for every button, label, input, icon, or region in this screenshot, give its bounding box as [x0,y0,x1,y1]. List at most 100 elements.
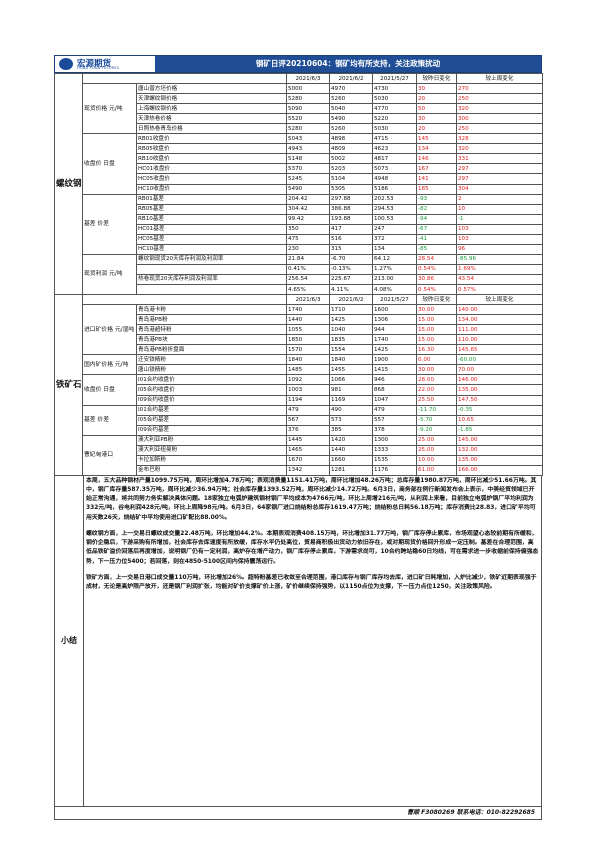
change-cell: 300 [456,113,543,125]
value-cell: 4770 [372,103,417,115]
value-cell: 1465 [286,444,330,456]
value-cell: 479 [286,404,330,416]
value-cell: 5090 [286,103,330,115]
value-cell: 21.84 [286,253,330,265]
table-header-row: 铁矿石 2021/6/3 2021/6/2 2021/5/27 较昨日变化 较上周变化 [54,294,543,476]
value-cell: 1.27% [372,263,417,275]
column-header: 2021/6/3 [286,294,330,306]
column-header: 2021/5/27 [372,72,417,85]
row-label: 青岛港卡粉 [136,304,287,316]
value-cell: 1850 [286,334,330,346]
value-cell: 1554 [329,344,373,356]
table-row: 基差 价差 I01合约基差 479 490 479 -11.70 -0.35 [55,404,543,436]
value-cell: 5490 [329,113,373,125]
change-cell: 0.57% [456,283,543,296]
value-cell: 5305 [329,183,373,195]
row-label: 螺纹钢现货20天库存利润及利润率 [136,253,287,265]
change-cell: 147.50 [456,394,543,406]
table-row: 唐山铁精粉 1485 1455 1415 30.00 70.00 [55,364,543,376]
value-cell: 868 [372,384,417,396]
change-cell: 61.00 [416,464,457,476]
value-cell: 1440 [286,314,330,326]
row-label: 青岛港超特粉 [136,324,287,336]
summary-section: 小结 本周，五大品种钢材产量1099.75万吨，周环比增加4.78万吨；表观消费… [54,475,542,807]
value-cell: 4.11% [329,283,373,296]
value-cell: 230 [286,243,330,255]
group-label: 收盘价 日盘 [82,374,137,406]
table-row: 热卷现货20天库存利润及利润率 256.54 225.67 213.00 30.86 43… [55,273,543,285]
value-cell: 1600 [372,304,417,316]
value-cell: 1306 [372,314,417,326]
column-header: 2021/6/2 [329,294,373,306]
value-cell: 479 [372,404,417,416]
summary-paragraph: 本周，五大品种钢材产量1099.75万吨，周环比增加4.78万吨；表观消费量11… [86,477,537,521]
value-cell: -6.70 [329,253,373,265]
value-cell: 5104 [329,173,373,185]
change-cell: 0.00 [416,354,457,366]
value-cell: 1570 [286,344,330,356]
change-cell: 270 [456,83,543,95]
row-label: 卡拉加斯粉 [136,454,287,466]
change-cell: 145.00 [456,434,543,446]
change-cell: 20 [416,123,457,135]
change-cell: 135.00 [456,454,543,466]
change-cell: 132.00 [456,444,543,456]
value-cell: 1485 [286,364,330,376]
value-cell: 5490 [286,183,330,195]
change-cell: 304 [456,183,543,195]
row-label: 金布巴粉 [136,464,287,476]
row-label: 日照热卷青岛价格 [136,123,287,135]
logo-icon [59,58,73,70]
value-cell: 1176 [372,464,417,476]
change-cell: 30 [416,113,457,125]
value-cell: 4948 [372,173,417,185]
row-label: HC10基差 [136,243,287,255]
value-cell: 225.67 [329,273,373,285]
row-label: RB05收盘价 [136,143,287,155]
change-cell: 297 [456,173,543,185]
change-cell: 43.54 [456,273,543,285]
change-cell: -41 [416,233,457,245]
group-label: 基差 价差 [82,193,137,255]
row-label: I09合约基差 [136,424,287,436]
value-cell: 4.65% [286,283,330,296]
section-label: 螺纹钢 [54,72,83,296]
value-cell: 294.53 [372,203,417,215]
value-cell: 99.42 [286,213,330,225]
change-cell: 96 [456,243,543,255]
value-cell: 1055 [286,324,330,336]
value-cell: 5073 [372,163,417,175]
row-label: 热卷现货20天库存利润及利润率 [136,273,287,285]
column-header: 较昨日变化 [416,294,457,306]
change-cell: 2 [456,193,543,205]
change-cell: 250 [456,123,543,135]
value-cell: 1440 [329,444,373,456]
value-cell: 1092 [286,374,330,386]
change-cell: -85.96 [456,253,543,265]
value-cell: 5030 [372,93,417,105]
column-header: 较昨日变化 [416,72,457,85]
table-row: HC01基差 350 417 247 -67 103 [55,223,543,235]
row-label: 上海螺纹钢价格 [136,103,287,115]
change-cell: -5.70 [416,414,457,426]
change-cell: -60.00 [456,354,543,366]
summary-text: 本周，五大品种钢材产量1099.75万吨，周环比增加4.78万吨；表观消费量11… [84,476,541,806]
value-cell: 417 [329,223,373,235]
value-cell: 4898 [329,133,373,145]
value-cell: 5186 [372,183,417,195]
change-cell: 167 [416,163,457,175]
group-label: 现货利润 元/吨 [82,253,137,296]
value-cell: 378 [372,424,417,436]
row-label: 青岛港PB粉 [136,314,287,326]
summary-label: 小结 [55,475,84,806]
table-row: 进口矿价格 元/湿吨 青岛港卡粉 1740 1710 1600 30.00 140.00 [55,304,543,356]
value-cell: 1445 [286,434,330,446]
change-cell: 297 [456,163,543,175]
value-cell: 1835 [329,334,373,346]
row-label: HC05收盘价 [136,173,287,185]
value-cell: 1420 [329,434,373,446]
change-cell: 10.00 [416,454,457,466]
report-page: 宏源期货 HONG YUAN FUTURES 钢矿日评20210604：钢矿均有… [54,55,543,820]
value-cell: 376 [286,424,330,436]
change-cell: 146 [416,153,457,165]
